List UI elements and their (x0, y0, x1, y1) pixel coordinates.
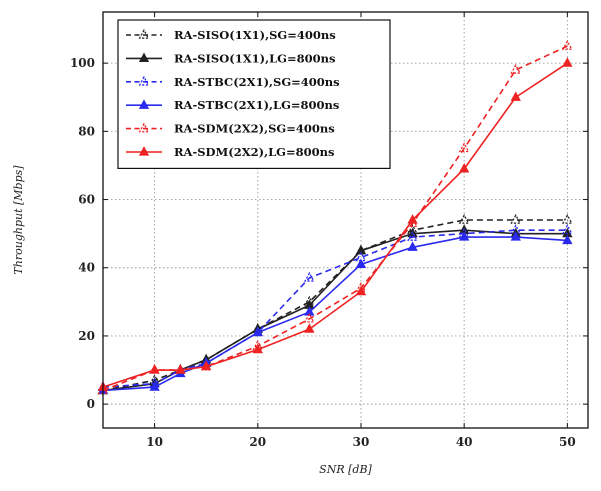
data-point (459, 163, 470, 173)
data-point (407, 241, 418, 251)
legend-item: RA-STBC(2X1),SG=400ns (126, 75, 340, 89)
legend-item: RA-STBC(2X1),LG=800ns (126, 98, 339, 112)
legend-label: RA-SISO(1X1),SG=400ns (174, 28, 336, 42)
x-axis-label: SNR [dB] (319, 463, 372, 476)
legend-item: RA-SISO(1X1),SG=400ns (126, 28, 336, 42)
axis-ticks: 10 20 30 40 50 0 20 40 60 80 100 (70, 12, 588, 449)
series-line (102, 219, 568, 392)
series-3 (97, 224, 573, 391)
data-point (510, 231, 521, 241)
data-point (562, 234, 573, 245)
legend-marker (138, 75, 150, 86)
data-point (510, 91, 521, 101)
x-tick-label: 50 (559, 435, 576, 449)
data-point (252, 343, 263, 354)
legend-item: RA-SDM(2X2),SG=400ns (126, 122, 335, 136)
data-point (561, 224, 573, 234)
data-point (458, 213, 470, 224)
x-tick-label: 10 (146, 435, 163, 449)
series-4 (97, 231, 573, 395)
legend-item: RA-SISO(1X1),LG=800ns (126, 51, 335, 65)
x-tick-label: 30 (353, 435, 370, 449)
legend-marker (138, 28, 150, 39)
legend-label: RA-SISO(1X1),LG=800ns (174, 51, 335, 65)
legend-label: RA-SDM(2X2),LG=800ns (174, 145, 334, 159)
data-point (562, 57, 573, 67)
data-point (510, 63, 522, 74)
data-point (149, 364, 160, 374)
data-point (201, 360, 212, 371)
x-tick-label: 20 (249, 435, 266, 449)
y-axis-label: Throughput [Mbps] (12, 165, 25, 275)
data-point (510, 213, 522, 224)
series-line (102, 229, 568, 388)
legend-marker (138, 52, 150, 63)
y-tick-label: 100 (70, 56, 95, 70)
legend-marker (138, 99, 150, 109)
data-point (407, 214, 418, 224)
data-point (459, 231, 470, 241)
series-layer (97, 39, 573, 395)
legend-label: RA-STBC(2X1),SG=400ns (174, 75, 340, 89)
plot-frame (102, 11, 589, 429)
data-point (407, 230, 418, 241)
legend-label: RA-STBC(2X1),LG=800ns (174, 98, 339, 112)
data-point (149, 381, 160, 391)
data-point (355, 258, 367, 268)
y-tick-label: 80 (78, 124, 95, 138)
data-point (304, 323, 315, 333)
legend-marker (138, 146, 150, 156)
data-point (458, 142, 470, 153)
data-point (561, 39, 573, 50)
x-tick-label: 40 (456, 435, 473, 449)
data-point (303, 312, 315, 323)
data-point (303, 271, 315, 282)
y-tick-label: 20 (78, 329, 95, 343)
y-tick-label: 40 (78, 261, 95, 275)
data-point (252, 326, 263, 337)
legend: RA-SISO(1X1),SG=400ns RA-SISO(1X1),LG=800… (117, 19, 391, 169)
series-6 (97, 57, 573, 391)
data-point (175, 364, 186, 374)
series-line (102, 236, 568, 392)
y-tick-label: 60 (78, 193, 95, 207)
legend-box (117, 19, 391, 169)
data-point (355, 285, 367, 296)
data-point (561, 213, 573, 224)
legend-label: RA-SDM(2X2),SG=400ns (174, 122, 335, 136)
y-tick-label: 0 (87, 397, 95, 411)
legend-item: RA-SDM(2X2),LG=800ns (126, 145, 334, 159)
legend-marker (138, 122, 150, 133)
